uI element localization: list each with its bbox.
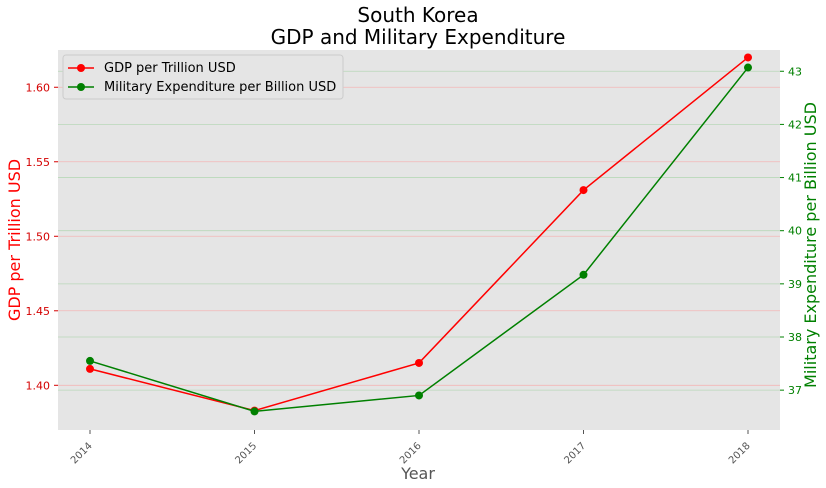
tick-label-right: 40 <box>788 225 802 238</box>
tick-label-left: 1.60 <box>26 81 51 94</box>
tick-label-x: 2014 <box>69 441 95 467</box>
right-axis-ticks: 37 38 39 40 41 42 43 <box>780 65 802 397</box>
x-axis-ticks: 2014 2015 2016 2017 2018 <box>69 430 753 466</box>
legend-label-military: Military Expenditure per Billion USD <box>104 80 336 95</box>
legend-marker-military <box>77 83 85 91</box>
tick-label-right: 38 <box>788 331 802 344</box>
tick-label-left: 1.55 <box>26 156 51 169</box>
data-point-gdp <box>415 358 423 367</box>
tick-label-left: 1.40 <box>26 379 51 392</box>
data-point-military <box>579 270 588 279</box>
legend-label-gdp: GDP per Trillion USD <box>104 61 236 76</box>
data-point-military <box>86 356 94 365</box>
x-axis-label: Year <box>400 464 435 483</box>
tick-label-right: 42 <box>788 118 802 131</box>
legend: GDP per Trillion USD Military Expenditur… <box>62 54 344 100</box>
tick-label-right: 43 <box>788 65 802 78</box>
legend-box <box>62 54 344 100</box>
left-axis-ticks: 1.40 1.45 1.50 1.55 1.60 <box>26 81 58 392</box>
tick-label-right: 39 <box>788 278 802 291</box>
chart-title-line1: South Korea <box>357 3 478 27</box>
tick-label-right: 41 <box>788 172 802 185</box>
tick-label-x: 2018 <box>727 441 753 467</box>
tick-label-left: 1.50 <box>26 230 51 243</box>
tick-label-right: 37 <box>788 384 802 397</box>
data-point-gdp <box>579 186 588 195</box>
data-point-gdp <box>86 364 94 373</box>
data-point-gdp <box>744 53 752 62</box>
data-point-military <box>415 391 423 400</box>
series-layer <box>86 53 752 416</box>
tick-label-x: 2015 <box>233 441 259 467</box>
tick-label-x: 2017 <box>562 441 588 467</box>
tick-label-x: 2016 <box>398 441 424 467</box>
legend-marker-gdp <box>77 64 85 72</box>
chart-title-line2: GDP and Military Expenditure <box>271 25 566 49</box>
plot-area <box>58 50 780 430</box>
tick-label-left: 1.45 <box>26 305 51 318</box>
data-point-military <box>744 63 752 72</box>
y-axis-label-right: Military Expenditure per Billion USD <box>801 102 820 388</box>
data-point-military <box>250 407 259 416</box>
y-axis-label-left: GDP per Trillion USD <box>5 159 24 321</box>
